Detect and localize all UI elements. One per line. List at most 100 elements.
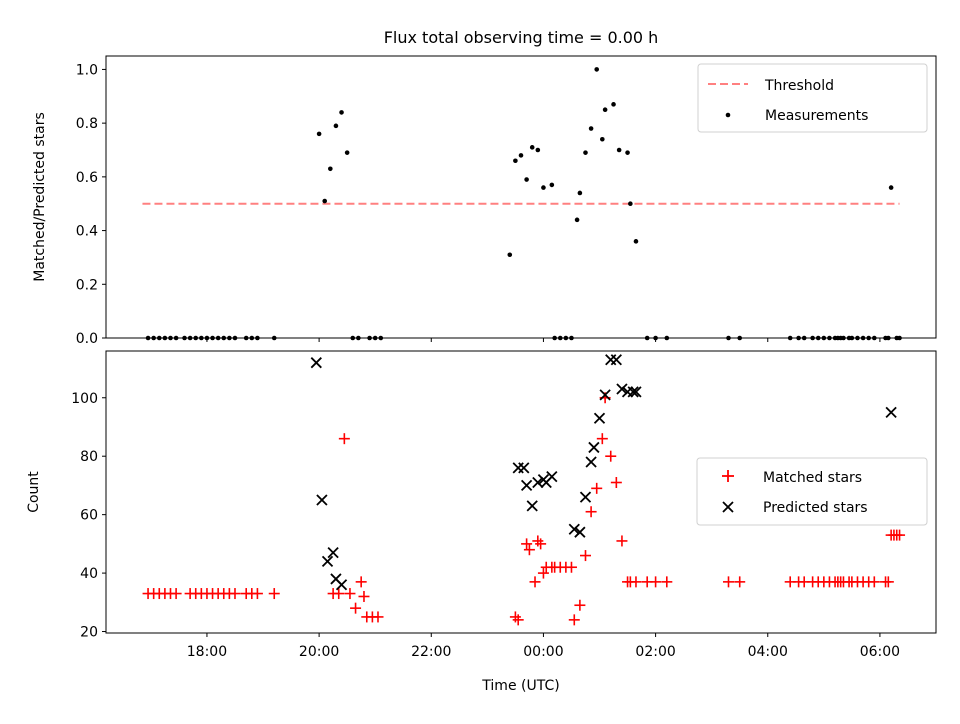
predicted-star-point [518,462,530,474]
matched-star-point [868,576,880,588]
measurement-point [316,131,322,137]
matched-star-point [882,576,894,588]
matched-star-point [251,588,263,600]
x-axis-label: Time (UTC) [481,678,559,694]
bottom-panel: Count Time (UTC) 20 40 60 80 100 18:00 20:00 2… [26,350,937,694]
predicted-star-point [585,456,597,468]
x-tick-label: 18:00 [187,644,227,660]
matched-star-point [565,561,577,573]
matched-star-point [568,614,580,626]
bottom-legend: Matched stars Predicted stars [696,457,928,526]
measurement-point [333,123,339,129]
measurement-point [583,150,588,155]
bottom-y-tick-label: 20 [80,625,98,641]
matched-star-point [585,506,597,518]
predicted-star-point [546,471,558,483]
predicted-star-point [579,491,592,503]
bottom-y-axis-label: Count [26,471,42,513]
matched-star-point [344,588,356,600]
x-tick-label: 00:00 [523,644,563,660]
predicted-star-point [627,386,639,398]
matched-star-point [723,576,734,588]
matched-star-point [894,529,906,541]
measurement-point [507,252,513,258]
matched-star-point [579,550,591,562]
top-y-tick-label: 0.4 [76,224,98,240]
matched-star-point [523,544,535,556]
matched-star-point [521,538,533,550]
measurement-point [549,182,555,188]
measurement-point [611,102,616,107]
measurement-point [600,136,605,142]
top-panel: Flux total observing time = 0.00 h Match… [32,28,937,347]
measurement-point [344,150,350,155]
predicted-star-point [327,547,339,559]
measurement-point [574,217,580,223]
measurement-point [602,107,608,113]
predicted-star-point [321,555,334,568]
bottom-y-tick-label: 60 [80,508,98,524]
predicted-points-layer [310,354,897,591]
measurement-point [541,185,546,190]
matched-star-point [734,576,746,588]
measurement-point [625,150,630,155]
measurement-point [588,126,594,131]
matched-star-point [616,535,628,547]
matched-legend-label: Matched stars [763,470,862,486]
x-tick-label: 06:00 [860,644,900,660]
top-y-tick-label: 0.8 [76,116,98,132]
predicted-star-point [616,383,628,395]
top-y-axis-label: Matched/Predicted stars [32,112,48,282]
top-y-tick-label: 0.6 [76,170,98,186]
top-x-ticks [206,338,881,342]
matched-star-point [529,576,541,588]
measurement-point [322,198,328,204]
matched-star-point [372,611,384,623]
predicted-star-point [588,441,600,454]
predicted-star-point [574,526,586,538]
matched-star-point [650,576,662,588]
measurement-point [513,158,518,164]
matched-star-point [591,482,603,494]
matched-star-point [333,588,345,600]
measurement-point [888,185,894,190]
predicted-star-point [599,389,611,401]
bottom-y-ticks: 20 40 60 80 100 [71,391,106,641]
matched-star-point [610,477,622,489]
matched-legend-swatch [722,470,734,482]
measurement-point [529,145,535,150]
measurement-point [535,147,541,153]
predicted-star-point [316,494,328,506]
top-plot-frame [105,55,937,339]
x-tick-label: 02:00 [635,644,675,660]
matched-star-point [170,588,182,600]
bottom-plot-frame [105,350,937,634]
predicted-star-point [630,386,642,398]
measurement-point [518,153,524,158]
predicted-legend-label: Predicted stars [763,500,868,516]
measurement-point [524,177,529,182]
predicted-star-point [526,500,538,512]
matched-star-point [229,588,241,600]
matched-star-point [338,433,350,445]
predicted-star-point [593,412,606,424]
top-legend-box [697,63,928,133]
predicted-star-point [568,523,580,535]
predicted-star-point [310,357,322,369]
measurement-point [633,239,639,244]
predicted-star-point [610,354,622,366]
chart-title: Flux total observing time = 0.00 h [384,28,659,47]
x-tick-label: 22:00 [411,644,451,660]
matched-points-layer [142,392,906,626]
measurement-point [577,190,583,196]
measurement-point [594,67,600,72]
bottom-legend-box [696,457,928,526]
matched-star-point [661,576,673,588]
matched-star-point [537,567,549,579]
bottom-y-tick-label: 80 [80,449,98,465]
predicted-star-point [885,406,897,419]
bottom-y-tick-label: 40 [80,566,98,582]
top-legend: Threshold Measurements [697,63,928,133]
x-tick-label: 20:00 [299,644,339,660]
